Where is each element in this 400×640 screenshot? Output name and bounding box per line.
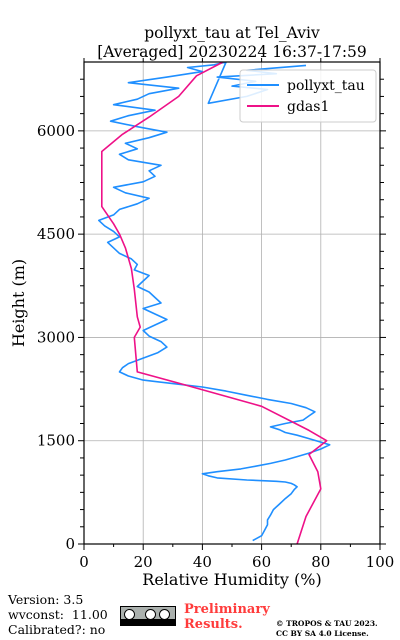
y-tick-label: 6000 xyxy=(37,122,75,140)
legend-label-pollyxt-tau: pollyxt_tau xyxy=(287,78,365,94)
x-tick-label: 40 xyxy=(193,553,212,571)
y-tick-label: 1500 xyxy=(37,432,75,450)
x-tick-label: 60 xyxy=(252,553,271,571)
x-tick-label: 80 xyxy=(311,553,330,571)
y-tick-label: 3000 xyxy=(37,328,75,346)
chart-title-line-2: [Averaged] 20230224 16:37-17:59 xyxy=(97,43,367,61)
axis-ticks: 0 20 40 60 80 100 0 1500 3000 4500 6000 xyxy=(37,58,395,571)
legend-label-gdas1: gdas1 xyxy=(287,99,329,115)
plot-frame xyxy=(83,61,381,545)
y-tick-label: 0 xyxy=(65,535,75,553)
legend-box xyxy=(239,69,377,123)
series-line-pollyxt-tau xyxy=(98,62,331,542)
calibrated-text: Calibrated?: no xyxy=(8,622,106,637)
series-line-gdas1 xyxy=(101,62,328,544)
y-tick-label: 4500 xyxy=(37,225,75,243)
x-tick-label: 100 xyxy=(366,553,395,571)
copyright-notice: © TROPOS & TAU 2023. CC BY SA 4.0 Licens… xyxy=(276,619,378,638)
x-tick-label: 20 xyxy=(134,553,153,571)
x-tick-label: 0 xyxy=(79,553,89,571)
cc-by-sa-badge-icon xyxy=(120,606,176,626)
preliminary-results-note: Preliminary Results. xyxy=(184,602,270,632)
chart-title-line-1: pollyxt_tau at Tel_Aviv xyxy=(144,24,320,42)
wvconst-text: wvconst: 11.00 xyxy=(8,607,108,622)
x-axis-label: Relative Humidity (%) xyxy=(142,570,321,589)
chart-canvas: pollyxt_tau at Tel_Aviv [Averaged] 20230… xyxy=(9,24,395,589)
version-text: Version: 3.5 xyxy=(8,592,84,607)
y-axis-label: Height (m) xyxy=(9,259,28,347)
grid-lines xyxy=(83,62,381,545)
legend: pollyxt_tau gdas1 xyxy=(239,69,377,123)
series-layer xyxy=(98,62,331,544)
processing-metadata: Version: 3.5 wvconst: 11.00 Calibrated?: n… xyxy=(8,592,108,637)
